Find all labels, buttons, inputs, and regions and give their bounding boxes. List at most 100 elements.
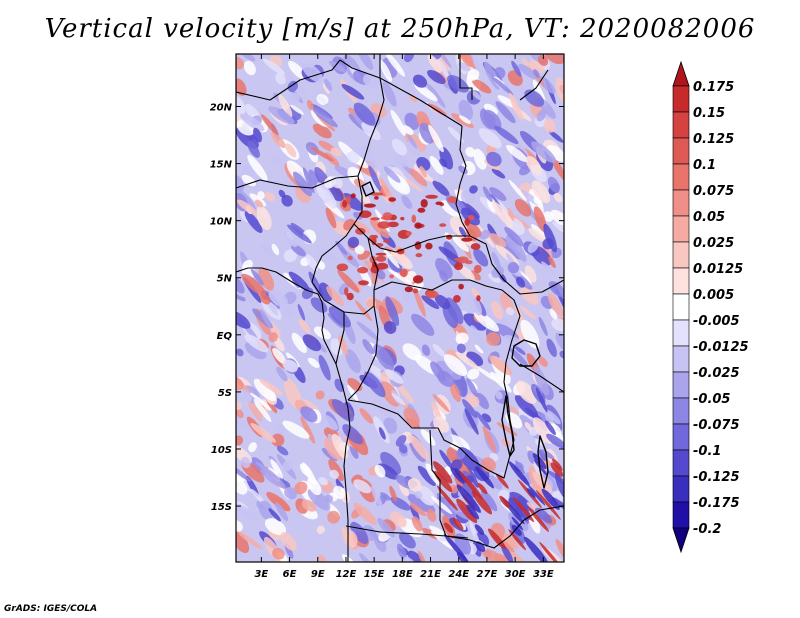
convective-cell	[399, 268, 408, 278]
velocity-streak	[425, 463, 441, 486]
velocity-streak	[493, 553, 513, 562]
velocity-streak	[490, 371, 512, 393]
velocity-streak	[256, 206, 272, 231]
convective-cell	[377, 221, 391, 229]
velocity-streak	[538, 356, 548, 367]
velocity-streak	[360, 193, 371, 205]
velocity-streak	[488, 475, 503, 490]
velocity-streak	[508, 512, 529, 532]
velocity-streak	[460, 472, 484, 500]
velocity-streak	[347, 236, 360, 249]
velocity-streak	[412, 74, 428, 88]
velocity-streak	[543, 119, 556, 133]
lake-malawi	[537, 435, 549, 489]
colorbar-segment	[672, 189, 690, 217]
velocity-streak	[291, 244, 306, 257]
velocity-streak	[458, 265, 475, 281]
velocity-streak	[337, 270, 360, 293]
velocity-streak	[272, 547, 285, 560]
convective-cell	[453, 295, 461, 303]
velocity-streak	[456, 343, 466, 354]
velocity-streak	[383, 321, 397, 334]
colorbar-label: -0.05	[693, 392, 730, 407]
convective-cell	[363, 203, 376, 208]
velocity-streak	[301, 499, 317, 512]
velocity-streak	[473, 148, 487, 170]
colorbar-label: 0.1	[693, 158, 716, 173]
velocity-streak	[403, 556, 415, 562]
border-cameroon-car	[367, 237, 379, 291]
velocity-streak	[495, 391, 503, 400]
lake-chad	[361, 181, 375, 197]
velocity-streak	[361, 145, 378, 175]
velocity-streak	[283, 249, 298, 263]
border-zambia-drc	[487, 439, 515, 479]
border-libya-chad	[379, 54, 463, 127]
velocity-streak	[531, 141, 557, 164]
velocity-streak	[533, 69, 540, 78]
velocity-streak	[464, 408, 479, 435]
colorbar-cap-top	[672, 60, 690, 87]
velocity-streak	[552, 221, 564, 238]
velocity-streak	[538, 316, 548, 336]
velocity-streak	[316, 93, 329, 106]
velocity-streak	[435, 258, 453, 279]
velocity-streak	[475, 541, 486, 552]
velocity-streak	[541, 261, 556, 276]
velocity-streak	[533, 206, 547, 232]
velocity-streak	[236, 174, 245, 193]
velocity-streak	[287, 224, 312, 244]
velocity-streak	[250, 268, 264, 286]
velocity-streak	[458, 226, 467, 238]
velocity-streak	[260, 309, 272, 329]
velocity-streak	[343, 529, 358, 548]
velocity-streak	[353, 479, 372, 494]
velocity-streak	[407, 550, 423, 562]
velocity-streak	[421, 295, 440, 310]
border-gabon-congo	[335, 312, 345, 365]
convective-cell	[414, 222, 422, 229]
convective-cell	[347, 255, 353, 261]
velocity-streak	[253, 378, 277, 402]
lon-tick-label: 21E	[420, 569, 441, 580]
velocity-streak	[459, 54, 474, 67]
velocity-streak	[547, 176, 560, 193]
velocity-streak	[390, 511, 407, 528]
velocity-streak	[491, 76, 514, 96]
velocity-streak	[492, 201, 514, 228]
colorbar-segment	[672, 397, 690, 425]
velocity-streak	[412, 280, 424, 291]
velocity-streak	[474, 524, 485, 535]
velocity-streak	[436, 485, 458, 511]
velocity-streak	[466, 504, 480, 520]
velocity-streak	[511, 60, 522, 77]
velocity-streak	[520, 285, 539, 305]
velocity-streak	[260, 244, 276, 257]
velocity-streak	[419, 165, 427, 178]
velocity-streak	[482, 109, 502, 131]
velocity-streak	[508, 529, 527, 551]
velocity-streak	[328, 60, 346, 73]
velocity-streak	[483, 103, 498, 115]
velocity-streak	[347, 384, 359, 402]
velocity-streak	[270, 459, 284, 479]
velocity-streak	[413, 287, 426, 318]
lat-tick-label: 10N	[210, 217, 233, 228]
colorbar-label: 0.005	[693, 288, 734, 303]
velocity-streak	[271, 433, 285, 447]
velocity-streak	[253, 127, 262, 143]
velocity-streak	[302, 167, 315, 194]
velocity-streak	[507, 207, 515, 221]
velocity-streak	[275, 72, 286, 85]
velocity-streak	[315, 390, 325, 400]
velocity-streak	[290, 104, 304, 115]
velocity-streak	[236, 310, 251, 329]
lon-tick-label: 30E	[505, 569, 526, 580]
velocity-streak	[476, 392, 489, 410]
velocity-streak	[335, 240, 348, 256]
convective-cell	[344, 287, 349, 296]
velocity-streak	[318, 354, 331, 381]
velocity-streak	[328, 306, 351, 328]
velocity-streak	[270, 132, 286, 148]
border-zambia-south	[445, 505, 564, 549]
